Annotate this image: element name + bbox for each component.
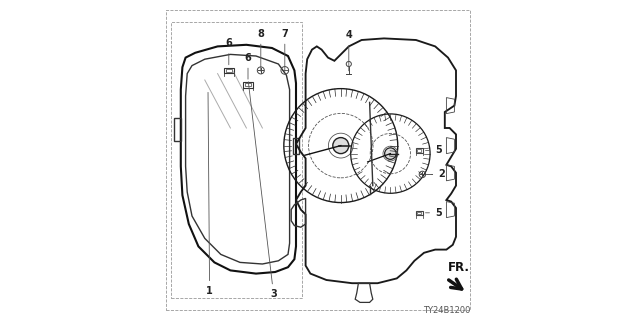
Text: FR.: FR.	[448, 260, 470, 274]
Circle shape	[333, 138, 349, 154]
Text: 5: 5	[426, 208, 442, 218]
Text: TY24B1200: TY24B1200	[423, 306, 470, 315]
Bar	[224, 68, 234, 73]
Circle shape	[385, 148, 396, 159]
Bar	[417, 149, 421, 152]
Text: 3: 3	[248, 82, 277, 300]
Bar	[416, 211, 423, 215]
Bar	[245, 83, 251, 86]
Bar	[243, 82, 253, 88]
Text: 1: 1	[206, 92, 213, 296]
Bar	[226, 69, 232, 72]
Text: 6: 6	[244, 52, 252, 79]
Text: 2: 2	[431, 169, 445, 180]
Text: 4: 4	[346, 30, 352, 71]
Text: 8: 8	[257, 28, 264, 71]
Bar	[416, 148, 423, 153]
Text: 6: 6	[225, 38, 232, 65]
Bar	[417, 212, 421, 214]
Text: 7: 7	[282, 28, 288, 71]
Text: 5: 5	[426, 145, 442, 156]
